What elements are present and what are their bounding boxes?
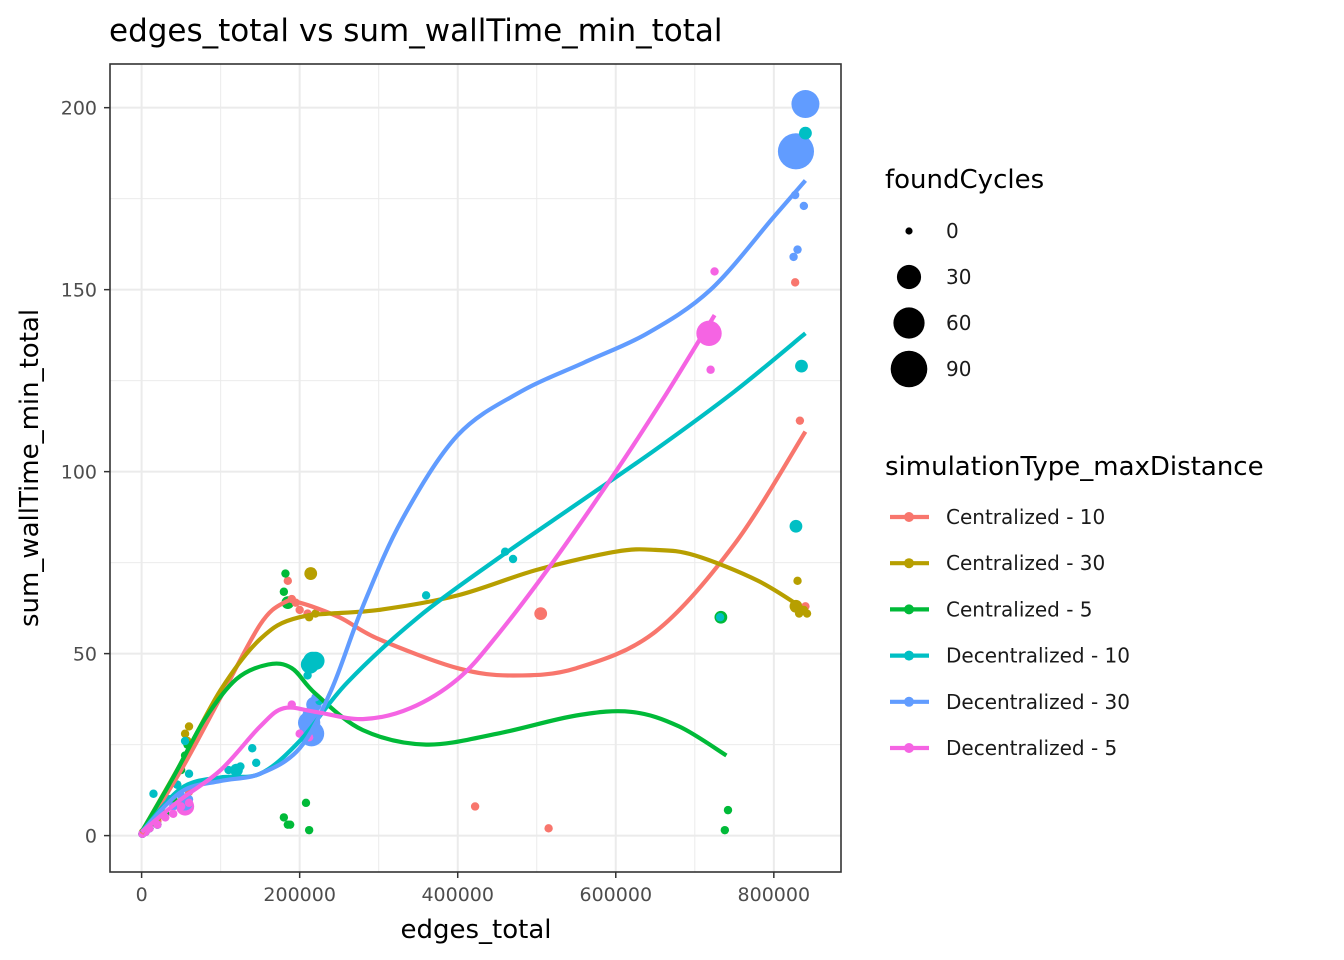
data-point-series-4 [777,133,815,170]
data-point-series-1 [802,609,812,618]
size-legend-key [893,307,925,339]
color-legend-label: Decentralized - 10 [946,644,1130,668]
data-point-series-0 [534,607,548,620]
color-legend-label: Centralized - 10 [946,505,1105,529]
data-point-series-5 [696,320,722,347]
data-point-series-3 [306,651,325,671]
data-point-series-4 [791,90,820,119]
size-legend-label: 60 [946,311,971,335]
data-point-series-3 [715,613,725,622]
chart-title: edges_total vs sum_wallTime_min_total [109,13,723,49]
size-legend: foundCycles 0 30 60 90 [885,165,1044,388]
data-point-series-3 [236,762,245,771]
data-point-series-5 [176,802,186,811]
x-tick-label: 800000 [738,884,811,906]
data-point-series-4 [793,245,802,254]
data-point-series-3 [224,765,233,775]
smooth-line-series-4 [140,179,807,834]
data-point-series-0 [544,824,553,833]
x-axis-title: edges_total [401,915,552,945]
color-legend-key-point [904,604,914,615]
data-point-series-3 [303,671,312,680]
y-tick-label: 50 [73,644,97,666]
x-tick-label: 400000 [421,884,494,906]
data-point-series-1 [793,576,802,586]
data-point-series-3 [421,591,431,600]
color-legend-label: Centralized - 5 [946,597,1093,621]
x-axis: 0 200000 400000 600000 800000 [136,872,811,906]
data-point-series-5 [706,365,715,374]
data-point-series-4 [789,252,798,262]
size-legend-label: 0 [946,219,959,243]
x-tick-label: 600000 [580,884,653,906]
color-legend-key-point [904,512,914,522]
y-tick-label: 0 [85,826,97,848]
data-point-series-5 [184,798,194,808]
size-legend-key [890,350,928,388]
data-point-series-1 [184,722,194,731]
data-point-series-0 [795,416,805,425]
plot-background [110,64,841,872]
data-point-series-3 [795,359,808,373]
data-point-series-0 [295,605,304,615]
color-legend-key-point [904,743,914,753]
size-legend-key [896,264,922,290]
data-point-series-2 [279,813,289,822]
data-point-series-2 [720,825,730,835]
data-point-series-3 [184,769,194,778]
grid [110,64,841,872]
data-point-series-2 [304,825,314,835]
data-point-series-3 [789,519,803,533]
data-point-series-4 [799,201,809,211]
size-legend-label: 90 [946,357,971,381]
y-tick-label: 150 [61,280,97,302]
data-point-series-3 [248,744,257,753]
size-legend-title: foundCycles [885,165,1044,195]
plot-border [109,63,842,873]
color-legend-label: Decentralized - 30 [946,690,1130,714]
y-tick-label: 200 [61,98,97,120]
data-point-series-3 [180,736,190,746]
data-point-series-2 [285,820,295,829]
color-legend-label: Centralized - 30 [946,551,1105,575]
data-point-series-2 [723,805,733,815]
smooth-curves [139,179,808,835]
data-point-series-0 [283,576,293,586]
data-point-series-2 [301,798,311,808]
data-point-series-2 [279,587,289,596]
size-legend-label: 30 [946,265,971,289]
y-axis-title: sum_wallTime_min_total [15,309,45,627]
smooth-line-series-5 [140,314,717,834]
y-tick-label: 100 [61,462,97,484]
color-legend-label: Decentralized - 5 [946,736,1117,760]
size-legend-key [905,227,913,235]
data-point-series-0 [470,802,480,811]
data-point-series-3 [508,554,518,564]
data-point-series-1 [304,567,318,580]
data-point-series-5 [169,809,178,818]
smooth-line-series-2 [139,661,728,834]
x-tick-label: 200000 [263,884,336,906]
smooth-line-series-3 [140,331,807,834]
data-point-series-3 [799,126,812,140]
data-point-series-2 [281,569,290,578]
y-axis: 0 50 100 150 200 [61,98,110,848]
smooth-line-series-1 [139,547,807,834]
data-point-series-3 [252,758,261,768]
data-point-series-0 [790,278,800,287]
data-point-series-5 [710,267,719,276]
color-legend: simulationType_maxDistance Centralized -… [885,452,1264,760]
x-tick-label: 0 [136,884,148,906]
color-legend-key-point [904,696,914,707]
color-legend-key-point [904,558,914,569]
data-point-series-3 [149,789,158,798]
color-legend-title: simulationType_maxDistance [885,452,1264,482]
data-point-series-1 [180,729,190,738]
color-legend-key-point [904,650,914,661]
